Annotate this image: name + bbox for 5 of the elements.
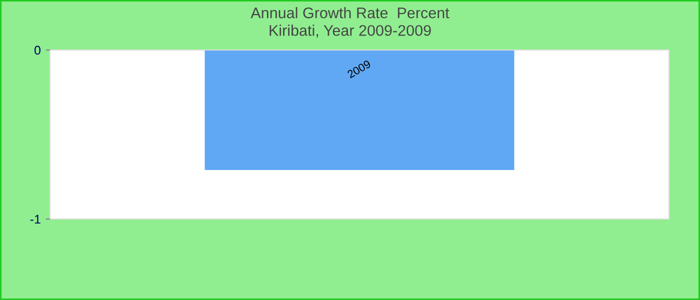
chart-subtitle: Kiribati, Year 2009-2009	[270, 24, 431, 38]
y-tick-label: 0	[34, 46, 40, 55]
x-tick-label: 2009	[346, 60, 372, 78]
chart-title: Annual Growth Rate Percent	[250, 7, 450, 18]
y-tick-label: -1	[30, 214, 40, 224]
